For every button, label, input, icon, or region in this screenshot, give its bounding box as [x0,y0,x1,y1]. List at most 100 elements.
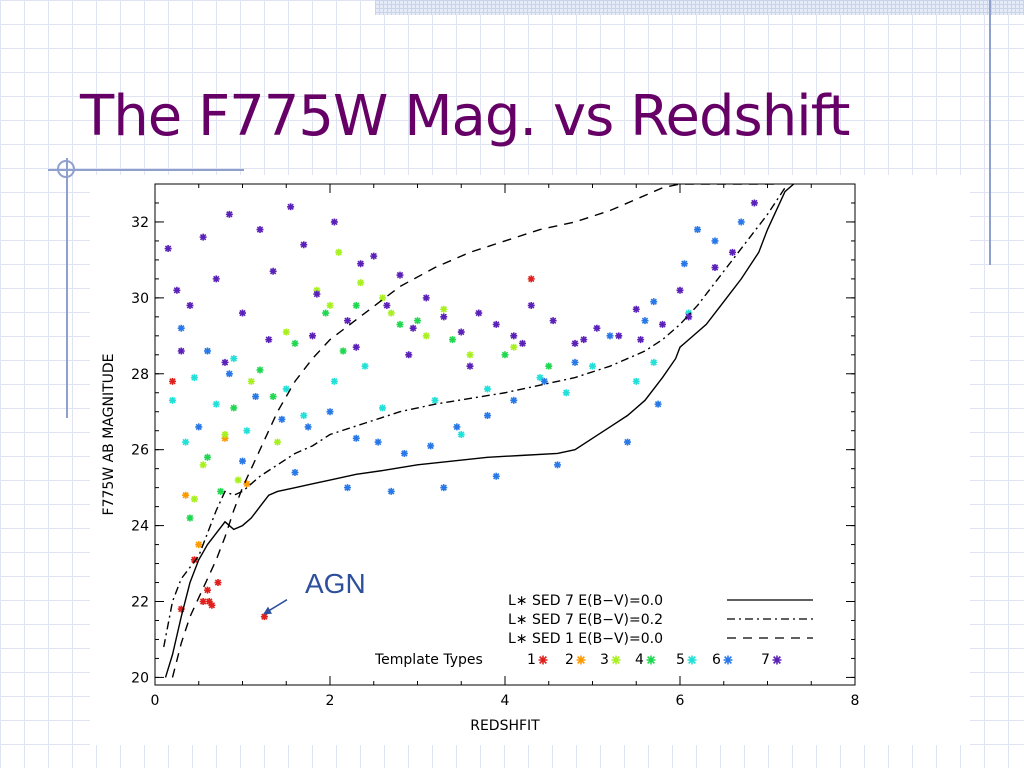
data-point-type-3 [326,301,334,309]
model-line-dashdot [163,187,786,648]
data-point-type-4 [545,362,553,370]
template-type-marker-6 [723,655,733,665]
data-point-type-5 [632,377,640,385]
data-point-type-4 [352,301,360,309]
data-point-type-7 [186,301,194,309]
data-point-type-3 [379,294,386,302]
left-decorative-rule [66,158,68,418]
data-point-type-3 [510,343,518,351]
data-point-type-5 [190,374,198,382]
data-point-type-4 [339,347,347,355]
data-point-type-7 [571,339,579,347]
data-point-type-7 [729,248,736,256]
data-point-type-7 [396,271,404,279]
data-point-type-4 [396,320,404,328]
data-point-type-6 [326,408,334,416]
data-point-type-3 [282,328,290,336]
data-point-type-3 [387,309,395,317]
data-point-type-6 [291,468,299,476]
data-point-type-3 [234,476,242,484]
data-point-type-7 [177,347,185,355]
data-point-type-6 [177,324,185,332]
data-point-type-5 [589,362,596,370]
data-point-type-4 [291,339,299,347]
data-point-type-2 [243,480,251,488]
data-point-type-7 [239,309,246,317]
model-line-dashed [171,184,781,678]
x-tick-label-8: 8 [851,693,860,709]
data-point-type-5 [431,396,439,404]
agn-arrow-head [263,606,272,615]
data-point-type-5 [169,396,176,404]
data-point-type-7 [199,233,207,241]
data-point-type-7 [711,264,719,271]
data-point-type-6 [195,423,203,431]
data-point-type-7 [300,241,308,249]
data-point-type-6 [344,484,351,492]
template-type-label-4: 4 [635,652,644,668]
data-point-type-6 [694,226,701,234]
data-point-type-2 [195,541,203,549]
data-point-type-7 [750,199,758,207]
data-point-type-1 [204,586,211,594]
data-point-type-5 [562,389,570,397]
agn-annotation-label: AGN [305,568,366,599]
data-point-type-3 [422,332,430,340]
data-point-type-4 [269,393,277,401]
data-point-type-2 [182,491,190,499]
data-point-type-7 [440,313,448,321]
y-tick-label-28: 28 [131,367,149,383]
plot-frame [154,183,856,686]
data-point-type-3 [313,286,321,294]
data-point-type-6 [654,400,662,408]
data-point-type-5 [182,438,190,446]
legend-label-dashdot: L∗ SED 7 E(B−V)=0.2 [508,612,663,628]
data-point-type-6 [571,358,579,366]
data-point-type-7 [615,332,623,340]
data-point-type-7 [685,313,693,321]
y-tick-label-22: 22 [131,595,149,611]
data-point-type-1 [190,556,198,564]
y-tick-label-32: 32 [131,215,149,231]
data-point-type-7 [309,332,316,340]
template-type-marker-2 [576,655,586,665]
data-point-type-3 [190,495,198,503]
data-point-type-2 [221,434,229,442]
legend-label-solid: L∗ SED 7 E(B−V)=0.0 [508,593,663,609]
data-point-type-6 [453,423,461,431]
template-type-marker-5 [687,655,697,665]
data-point-type-7 [457,328,465,336]
data-point-type-1 [260,613,268,621]
data-point-type-6 [352,434,360,442]
data-point-type-6 [737,218,745,226]
slide-title: The F775W Mag. vs Redshift [80,84,850,149]
data-point-type-6 [225,370,233,378]
data-point-type-6 [387,487,395,495]
data-point-type-6 [606,332,614,340]
data-point-type-7 [265,336,273,344]
data-point-type-5 [650,358,658,366]
data-point-type-6 [252,393,260,401]
data-point-type-7 [269,267,277,275]
data-point-type-4 [186,514,194,522]
data-point-type-6 [554,461,561,469]
template-type-marker-4 [646,655,656,665]
data-point-type-6 [204,347,211,355]
x-axis-label: REDSHFIT [470,718,540,734]
data-point-type-1 [214,579,222,587]
data-point-type-4 [449,336,456,344]
data-point-type-6 [624,438,631,446]
data-point-type-6 [440,484,448,492]
y-tick-label-24: 24 [131,519,149,535]
data-point-type-7 [475,309,483,317]
data-point-type-6 [484,412,491,420]
template-type-label-2: 2 [565,652,574,668]
data-point-type-7 [593,324,601,332]
data-point-type-3 [440,305,448,313]
data-point-type-7 [527,301,535,309]
data-point-type-4 [204,453,211,461]
data-point-type-7 [519,339,526,347]
data-point-type-5 [457,431,465,438]
data-point-type-4 [256,366,264,374]
data-point-type-6 [278,415,286,423]
